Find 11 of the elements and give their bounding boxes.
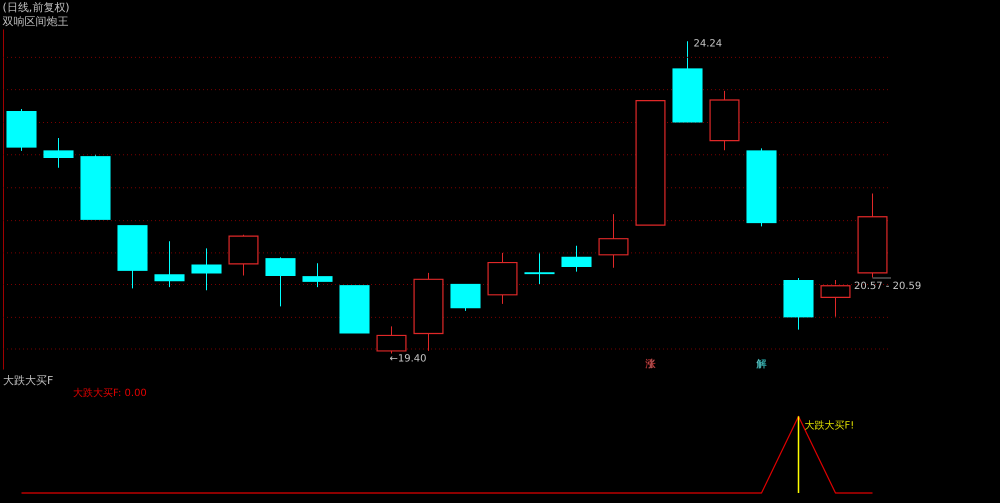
annotation: 24.24 (694, 38, 722, 50)
chart-title: (日线,前复权) (2, 1, 70, 14)
text: 大跌大买F: 0.00 (73, 387, 147, 399)
chart-subtitle: 双响区间炮王 (2, 15, 68, 28)
annotation: 涨 (646, 358, 656, 370)
candlestick (154, 240, 185, 288)
annotation: ←19.40 (390, 354, 427, 365)
ref-line-label: 20.57 - 20.59 (854, 281, 922, 292)
chart-title: 大跌大买F (3, 374, 54, 387)
annotation: 大跌大买F! (804, 419, 854, 432)
annotation: 解 (756, 359, 766, 370)
